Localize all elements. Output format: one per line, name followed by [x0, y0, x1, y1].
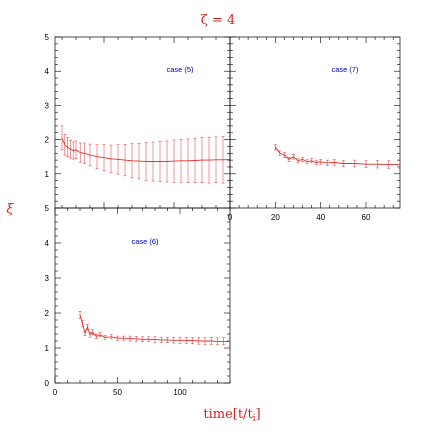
data-point [398, 160, 400, 169]
y-tick-label: 3 [45, 101, 50, 110]
series [273, 144, 400, 169]
panel-label: case (6) [131, 237, 159, 246]
panel-frame [54, 207, 231, 384]
panel-1: 1 2 3 4 5 case (5) [45, 33, 231, 209]
x-axis-label-end: ] [256, 407, 261, 422]
x-tick-label: 40 [316, 213, 325, 222]
series-line [61, 137, 230, 162]
y-tick-label: 1 [45, 170, 50, 179]
y-axis-label: ξ [6, 202, 14, 217]
data-point [228, 337, 230, 346]
series-line [79, 314, 230, 343]
x-axis-label-sub: i [253, 414, 256, 424]
panel-frame [229, 36, 401, 209]
data-point [60, 125, 64, 151]
y-tick-label: 2 [45, 309, 50, 318]
x-tick-label: 0 [53, 388, 58, 397]
chart-title: ζ = 4 [201, 13, 235, 28]
y-tick-label: 4 [45, 67, 50, 76]
y-tick-label: 1 [45, 344, 50, 353]
x-axis-label: time[t/ti] [203, 407, 260, 424]
y-tick-label: 5 [45, 204, 50, 213]
data-point [228, 135, 230, 183]
series [78, 311, 230, 346]
panel-frame [54, 36, 231, 209]
y-tick-label: 2 [45, 136, 50, 145]
series [60, 125, 230, 184]
x-tick-label: 100 [173, 388, 187, 397]
y-tick-label: 5 [45, 33, 50, 42]
x-axis-label-main: time[t/t [203, 407, 253, 422]
y-tick-label: 0 [45, 379, 50, 388]
x-tick-label: 60 [362, 213, 371, 222]
series-line [274, 146, 400, 166]
x-tick-label: 50 [113, 388, 122, 397]
x-tick-label: 20 [271, 213, 280, 222]
panel-label: case (5) [166, 65, 194, 74]
panel-label: case (7) [331, 65, 359, 74]
y-tick-label: 3 [45, 274, 50, 283]
y-tick-label: 4 [45, 239, 50, 248]
